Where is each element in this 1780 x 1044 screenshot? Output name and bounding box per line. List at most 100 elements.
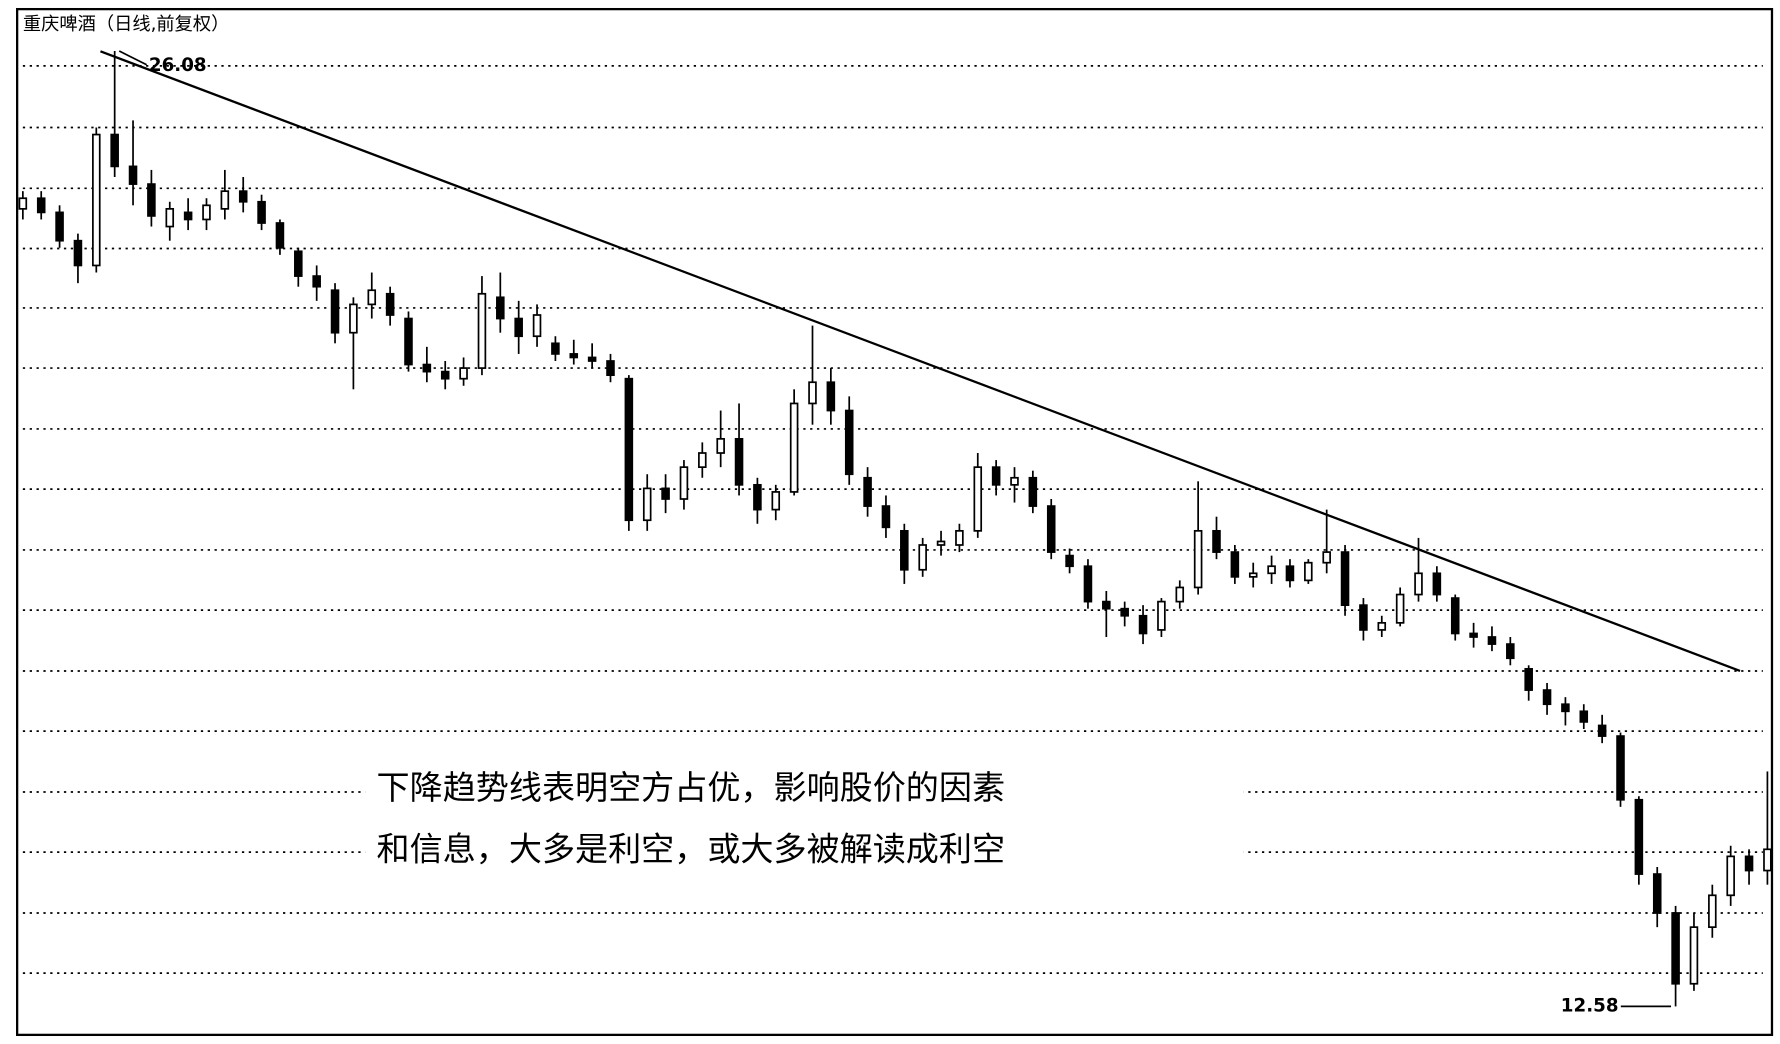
candle-body	[734, 437, 744, 486]
candle-body	[1175, 586, 1185, 603]
candle-body	[1377, 621, 1387, 631]
high-marker-label: 26.08	[149, 55, 207, 76]
candle-body	[1340, 551, 1350, 607]
candle-body	[1138, 614, 1148, 635]
candle-body	[1267, 565, 1276, 575]
candle-body	[1579, 710, 1589, 723]
candle-body	[1450, 597, 1460, 635]
candle-body	[312, 275, 321, 288]
candle-body	[955, 529, 964, 546]
candle-body	[808, 381, 817, 405]
candle-body	[1597, 724, 1607, 737]
candle-body	[385, 292, 395, 316]
candle-body	[147, 183, 156, 217]
candle-body	[1120, 607, 1129, 617]
candle-body	[826, 381, 836, 412]
candle-body	[624, 377, 634, 522]
candle-body	[1469, 632, 1478, 638]
candles	[18, 51, 1772, 1007]
candle-body	[753, 483, 762, 511]
annotation-line: 下降趋势线表明空方占优，影响股价的因素	[377, 768, 1006, 807]
candle-body	[863, 476, 872, 507]
candle-body	[349, 303, 358, 334]
trend-line	[100, 50, 1741, 672]
candle-body	[220, 190, 230, 210]
candle-body	[92, 133, 101, 267]
candle-body	[973, 466, 983, 532]
candle-body	[1046, 505, 1056, 553]
candle-body	[1193, 529, 1203, 589]
candle-body	[642, 487, 652, 522]
candle-body	[1561, 703, 1570, 713]
candle-body	[202, 204, 211, 221]
candle-body	[1634, 798, 1644, 875]
candle-body	[1542, 689, 1552, 706]
candle-body	[1322, 551, 1331, 564]
candle-body	[606, 360, 615, 377]
candle-body	[55, 211, 64, 242]
candle-body	[1028, 476, 1038, 507]
candle-body	[459, 367, 468, 380]
candle-body	[36, 197, 46, 214]
candle-body	[698, 452, 707, 469]
candle-body	[404, 317, 413, 366]
candle-body	[1689, 926, 1699, 985]
chart-title: 重庆啤酒（日线,前复权）	[23, 14, 230, 35]
candle-body	[1524, 667, 1533, 691]
candle-body	[1102, 600, 1111, 610]
candle-body	[1230, 551, 1240, 578]
candle-body	[165, 207, 175, 228]
candle-body	[844, 409, 854, 476]
candle-body	[789, 402, 799, 493]
candle-body	[367, 289, 377, 306]
candle-body	[514, 317, 523, 338]
candle-body	[918, 544, 927, 571]
candle-body	[110, 133, 119, 168]
candle-body	[587, 356, 597, 362]
candle-body	[532, 314, 542, 338]
candle-body	[936, 540, 946, 546]
candle-body	[128, 165, 138, 185]
candle-body	[661, 487, 670, 500]
candle-body	[18, 197, 28, 210]
candle-body	[1212, 529, 1221, 553]
candle-body	[1708, 894, 1717, 929]
candle-body	[1726, 855, 1735, 897]
candle-body	[1763, 848, 1772, 872]
candle-body	[1010, 476, 1019, 486]
annotation-line: 和信息，大多是利空，或大多被解读成利空	[377, 830, 1006, 869]
candle-body	[294, 250, 303, 277]
candle-body	[257, 200, 266, 224]
plot-frame	[16, 7, 1774, 1037]
candle-body	[1248, 572, 1258, 578]
candle-body	[881, 505, 891, 529]
annotation-box	[365, 755, 1244, 881]
marker-arrow	[118, 50, 148, 66]
candle-body	[1065, 554, 1074, 568]
candle-body	[1414, 572, 1423, 596]
candle-body	[771, 491, 781, 511]
low-marker-label: 12.58	[1561, 995, 1619, 1016]
candle-body	[1157, 600, 1166, 631]
candle-body	[1744, 855, 1754, 872]
candle-body	[1432, 572, 1442, 596]
candle-body	[679, 466, 689, 500]
candle-body	[73, 239, 83, 267]
candle-body	[440, 370, 450, 380]
candle-body	[991, 466, 1001, 486]
candle-body	[551, 342, 560, 355]
candle-body	[1285, 565, 1295, 582]
candle-body	[422, 363, 432, 373]
candle-body	[1083, 565, 1093, 603]
candle-body	[1652, 873, 1662, 914]
candle-body	[275, 222, 285, 249]
candle-body	[900, 529, 909, 571]
candle-body	[1506, 643, 1515, 660]
candle-body	[1487, 636, 1497, 645]
candle-body	[477, 292, 487, 369]
candle-body	[1304, 561, 1313, 582]
candle-body	[716, 437, 725, 454]
candle-body	[1359, 604, 1368, 631]
